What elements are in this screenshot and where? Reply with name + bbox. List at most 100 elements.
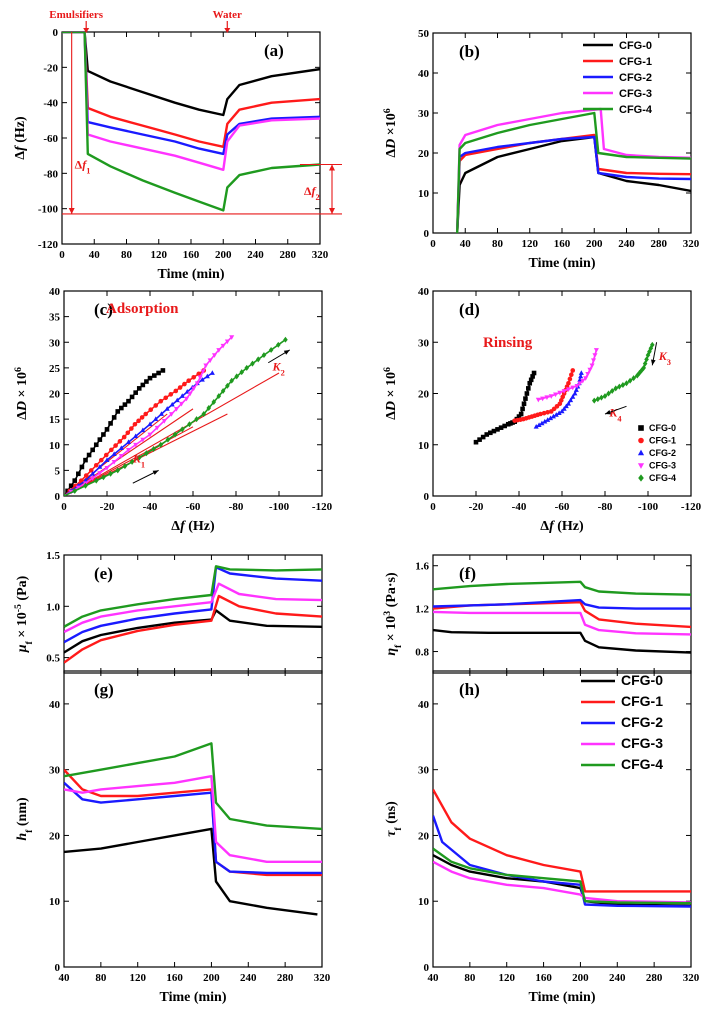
panel-tag: (d) (459, 300, 480, 319)
series-cfg-2-point (563, 403, 569, 409)
y-axis-label: μf × 10-5 (Pa) (13, 575, 35, 653)
delta-f2-label: Δf2 (304, 184, 320, 202)
series-cfg-3-point (118, 454, 124, 459)
series-cfg-2-point (153, 416, 159, 421)
series-cfg-4-point (64, 493, 67, 496)
series-cfg-4-point (244, 364, 250, 371)
series-cfg-0-point (147, 375, 153, 381)
series-cfg-3-line (456, 107, 691, 233)
series-cfg-1-point (93, 462, 99, 468)
x-tick-label: 120 (129, 972, 146, 984)
series-cfg-1-point (136, 418, 141, 424)
series-cfg-1-point (153, 403, 159, 408)
x-tick-label: 80 (95, 972, 107, 984)
k3-arrow-head (651, 359, 656, 366)
x-tick-label: 120 (522, 238, 539, 250)
series-cfg-0-point (502, 423, 507, 429)
series-cfg-3-point (565, 387, 571, 392)
series-cfg-4-point (255, 356, 261, 363)
water-arrowhead (224, 28, 231, 33)
series-cfg-2-point (559, 408, 565, 414)
series-cfg-3-point (224, 339, 230, 345)
series-cfg-4-point (93, 477, 99, 484)
series-cfg-0-point (79, 464, 85, 470)
series-cfg-1-line (64, 768, 322, 877)
series-cfg-0-point (521, 401, 527, 407)
y-tick-label: 1.2 (415, 604, 429, 616)
series-cfg-4-point (642, 360, 648, 367)
panel-tag: (g) (94, 680, 114, 699)
y-tick-label: 50 (418, 28, 430, 40)
series-cfg-4-point (101, 474, 106, 481)
series-cfg-4-point (144, 450, 149, 457)
series-cfg-2-point (570, 394, 576, 399)
y-axis-label: ηf × 103 (Pa·s) (382, 572, 404, 656)
x-tick-label: -20 (100, 501, 115, 513)
series-cfg-4-point (122, 463, 128, 470)
series-cfg-0-point (72, 478, 78, 483)
series-cfg-0-line (64, 609, 322, 654)
series-cfg-0-point (104, 427, 110, 432)
x-tick-label: 320 (314, 972, 331, 984)
y-tick-label: 0.5 (46, 653, 60, 665)
y-tick-label: 0.8 (415, 647, 429, 659)
series-cfg-1-point (143, 411, 148, 417)
x-tick-label: 160 (554, 238, 571, 250)
series-cfg-4-point (261, 352, 267, 359)
y-tick-label: 20 (418, 389, 430, 401)
legend-label: CFG-4 (619, 104, 653, 116)
series-cfg-4-line (64, 339, 286, 496)
y-tick-label: 40 (418, 699, 430, 711)
y-tick-label: 20 (49, 389, 61, 401)
series-cfg-3-point (184, 396, 190, 402)
k1-arrow-head (152, 470, 159, 475)
plot-area (433, 788, 691, 908)
y-tick-label: 30 (49, 765, 61, 777)
legend: CFG-0 CFG-1 CFG-2 CFG-3 CFG-4 (637, 423, 676, 483)
series-cfg-2-point (550, 413, 556, 419)
series-cfg-1-point (173, 388, 179, 394)
series-cfg-4-point (650, 341, 655, 348)
series-cfg-2-point (90, 471, 96, 476)
series-cfg-3-point (173, 407, 180, 412)
series-cfg-0-point (144, 379, 149, 384)
series-cfg-0-point (68, 483, 74, 489)
plot-frame (63, 554, 323, 674)
emulsifiers-arrowhead (83, 28, 90, 33)
x-tick-label: -100 (269, 501, 290, 513)
series-cfg-3-point (104, 465, 110, 471)
x-axis-label: Time (min) (157, 267, 224, 282)
series-cfg-0-point (527, 380, 533, 386)
series-cfg-4-point (634, 372, 640, 379)
series-cfg-0-point (108, 421, 113, 426)
series-cfg-4-line (456, 111, 691, 233)
series-cfg-2-point (140, 427, 146, 433)
y-tick-label: 10 (49, 440, 61, 452)
y-tick-label: -100 (38, 204, 59, 216)
x-tick-label: 80 (464, 972, 476, 984)
fit-line (64, 372, 280, 496)
rinsing-label: Rinsing (483, 335, 533, 351)
x-tick-label: 240 (609, 972, 626, 984)
y-axis-label: Δf (Hz) (13, 116, 28, 160)
series-cfg-4-point (595, 396, 601, 403)
series-cfg-3-point (577, 381, 583, 387)
series-cfg-4-point (72, 487, 78, 494)
series-cfg-0-point (140, 382, 146, 388)
series-cfg-2-point (97, 464, 103, 469)
series-cfg-2-point (147, 421, 153, 427)
series-cfg-3-point (591, 358, 597, 363)
series-cfg-4-point (617, 383, 622, 390)
series-cfg-3-point (140, 437, 146, 443)
plot-area (62, 32, 320, 212)
plot-area (433, 580, 691, 654)
series-cfg-0-line (433, 628, 691, 654)
series-cfg-1-point (569, 372, 574, 378)
panel-tag: (h) (459, 680, 480, 699)
series-cfg-0-point (495, 427, 500, 432)
series-cfg-4-point (201, 411, 207, 417)
x-tick-label: 40 (460, 238, 472, 250)
legend-marker (638, 437, 644, 444)
x-tick-label: 280 (646, 972, 663, 984)
x-tick-label: -80 (598, 501, 613, 513)
